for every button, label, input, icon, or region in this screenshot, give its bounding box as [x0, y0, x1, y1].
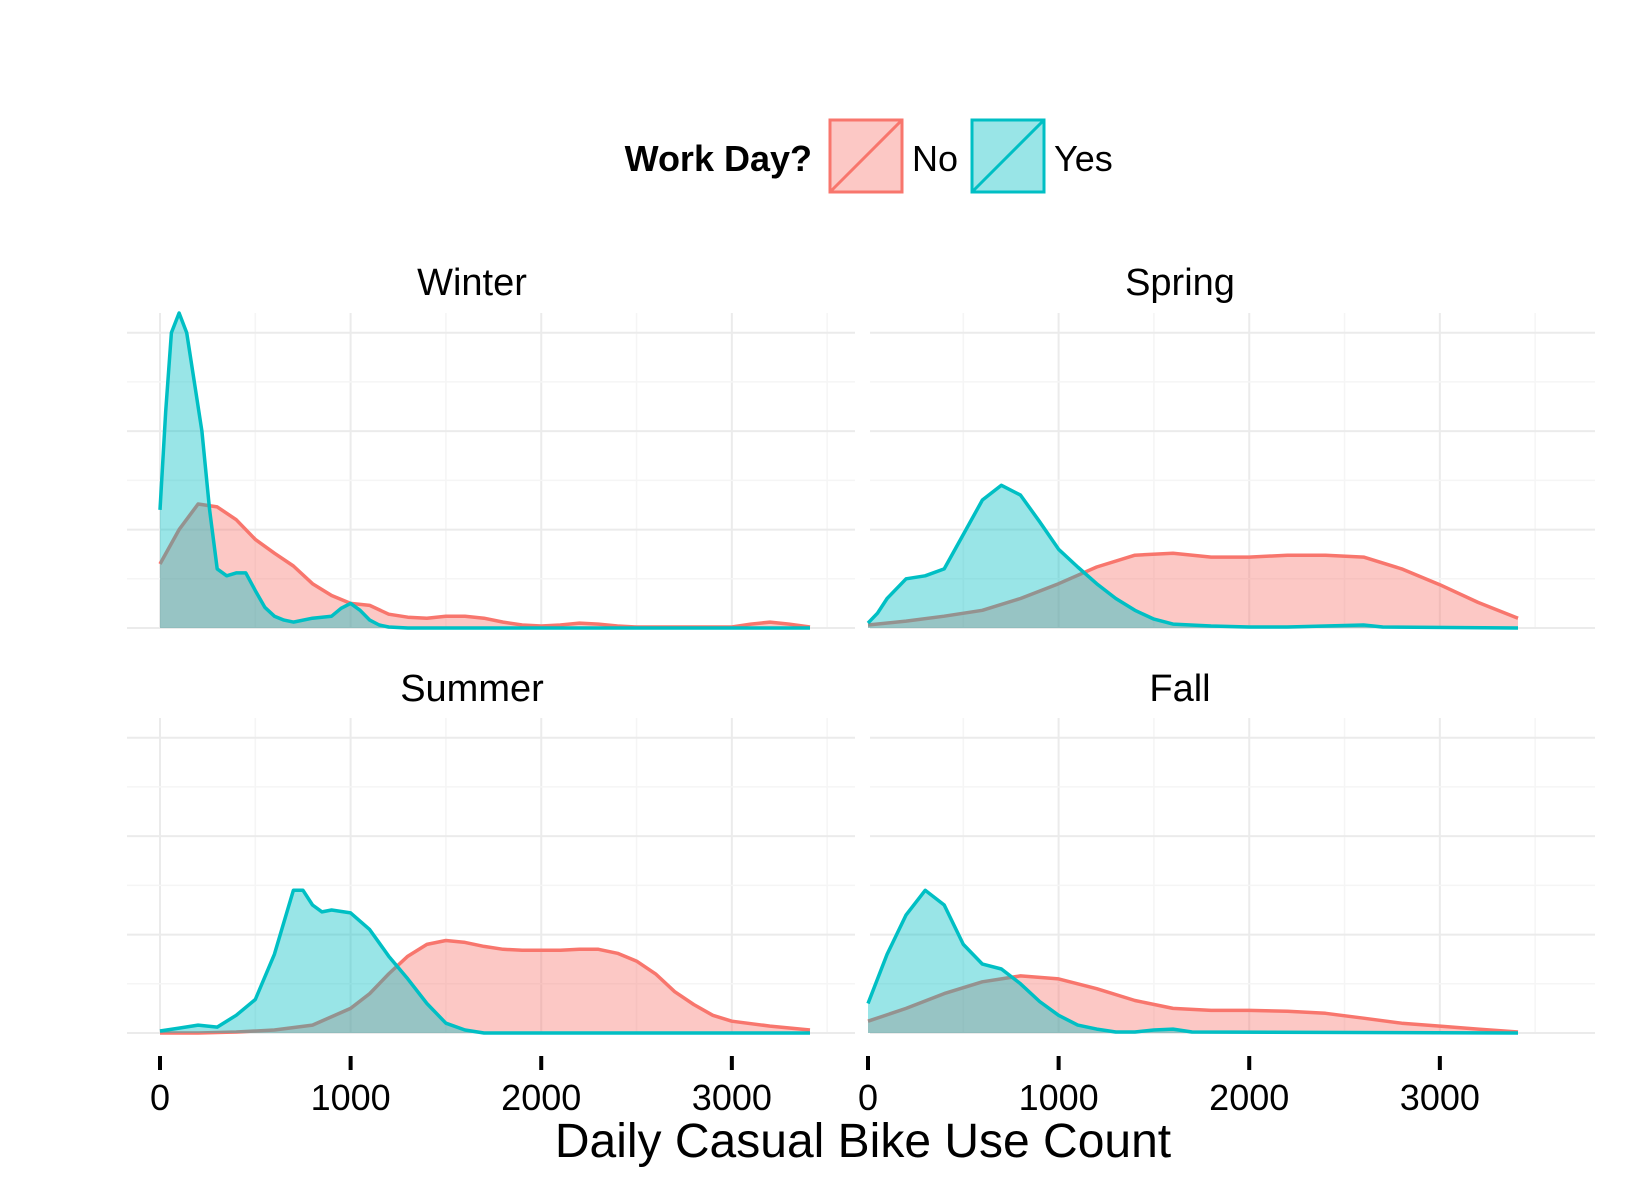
density-area-yes: [160, 313, 810, 628]
x-axis: 0 1000 2000 3000: [858, 1056, 1480, 1118]
x-tick-label: 2000: [501, 1077, 581, 1118]
density-area-yes: [868, 890, 1518, 1033]
legend-label: No: [912, 138, 958, 179]
grid: [870, 313, 1595, 629]
density-line-yes: [159, 888, 810, 1035]
density-line-no: [867, 974, 1519, 1034]
panel-title: Summer: [400, 668, 544, 710]
panel-title: Fall: [1149, 668, 1210, 710]
x-tick-label: 1000: [311, 1077, 391, 1118]
x-tick-label: 3000: [1400, 1077, 1480, 1118]
legend-key-no: No: [828, 118, 958, 194]
panel-summer: Summer: [127, 668, 855, 1035]
panel-title: Winter: [417, 262, 527, 304]
x-tick-label: 2000: [1209, 1077, 1289, 1118]
x-tick-label: 3000: [692, 1077, 772, 1118]
x-tick-label: 1000: [1019, 1077, 1099, 1118]
legend-title: Work Day?: [625, 138, 812, 179]
density-area-yes: [868, 485, 1518, 628]
density-line-yes: [866, 483, 1519, 630]
grid: [127, 718, 855, 1034]
density-area-no: [868, 553, 1518, 628]
legend: Work Day? No Yes: [625, 118, 1113, 194]
legend-key-yes: Yes: [970, 118, 1113, 194]
legend-label: Yes: [1054, 138, 1113, 179]
panel-fall: Fall: [866, 668, 1595, 1035]
density-area-no: [160, 504, 810, 628]
x-axis-title: Daily Casual Bike Use Count: [555, 1115, 1171, 1168]
legend-swatch-slash: [828, 118, 904, 194]
panel-title: Spring: [1125, 262, 1235, 304]
density-line-yes: [158, 311, 810, 630]
legend-swatch-slash: [970, 118, 1046, 194]
panel-winter: Winter: [127, 262, 855, 630]
density-line-no: [867, 551, 1519, 627]
x-axes: 0 1000 2000 3000 0 1000 2000 3000: [150, 1056, 1480, 1118]
density-line-no: [160, 938, 811, 1035]
x-tick-label: 0: [858, 1077, 878, 1118]
legend-keys: No Yes: [828, 118, 1113, 194]
grid: [127, 313, 855, 629]
facet-panels: Winter Spring Summer Fall: [127, 262, 1595, 1035]
density-area-yes: [160, 890, 810, 1033]
panel-spring: Spring: [866, 262, 1595, 630]
density-line-yes: [866, 888, 1519, 1035]
x-axis: 0 1000 2000 3000: [150, 1056, 772, 1118]
density-area-no: [160, 940, 810, 1033]
x-tick-label: 0: [150, 1077, 170, 1118]
